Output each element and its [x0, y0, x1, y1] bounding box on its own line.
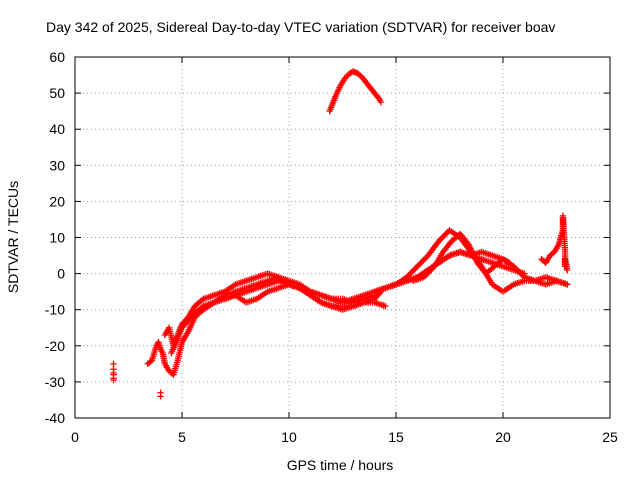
data-point-high-arc [377, 98, 385, 106]
x-axis-label: GPS time / hours [287, 457, 394, 473]
data-point-trace-g [506, 259, 513, 266]
data-point-trace-e [418, 258, 426, 265]
grid [75, 57, 610, 418]
data-point-late-burst [564, 266, 571, 274]
y-tick-label: 0 [57, 266, 65, 282]
data-point-trace-e [415, 261, 423, 269]
x-tick-label: 15 [388, 429, 404, 445]
data-point-trace-e [417, 260, 424, 267]
data-point-trace-e [414, 263, 421, 270]
y-tick-label: -30 [45, 374, 65, 390]
data-point-trace-a [147, 358, 154, 365]
y-tick-label: -10 [45, 302, 65, 318]
x-tick-label: 25 [602, 429, 618, 445]
x-tick-label: 10 [281, 429, 297, 445]
data-point-trace-e [421, 255, 429, 262]
data-point-trace-b [198, 296, 206, 304]
tick-labels: 0 5 10 15 20 25 -40 -30 -20 -10 0 10 20 30 40 50 60 [45, 49, 618, 445]
x-tick-label: 5 [178, 429, 186, 445]
y-tick-label: 10 [49, 230, 65, 246]
y-tick-label: 40 [49, 121, 65, 137]
data-point-trace-d [382, 302, 389, 310]
data-point-trace-e [420, 256, 427, 264]
y-tick-label: 30 [49, 157, 65, 173]
data-point-trace-e [408, 269, 415, 276]
y-tick-label: -40 [45, 410, 65, 426]
data-point-trace-e [440, 233, 447, 240]
x-tick-label: 20 [495, 429, 511, 445]
data-point-isolated-points [110, 360, 117, 368]
y-tick-label: -20 [45, 338, 65, 354]
data-points [110, 68, 571, 400]
y-tick-label: 50 [49, 85, 65, 101]
chart-title: Day 342 of 2025, Sidereal Day-to-day VTE… [46, 19, 555, 35]
y-tick-label: 20 [49, 193, 65, 209]
y-axis-label: SDTVAR / TECUs [5, 181, 21, 293]
data-point-trace-e [412, 264, 420, 272]
data-point-isolated-points [157, 393, 164, 400]
data-point-trace-c [198, 304, 206, 311]
y-tick-label: 60 [49, 49, 65, 65]
data-point-trace-f [564, 281, 571, 288]
data-point-isolated-points [110, 376, 117, 384]
plot-frame [74, 56, 611, 419]
data-point-trace-e [411, 266, 418, 273]
data-point-trace-e [438, 234, 446, 242]
x-tick-label: 0 [71, 429, 79, 445]
